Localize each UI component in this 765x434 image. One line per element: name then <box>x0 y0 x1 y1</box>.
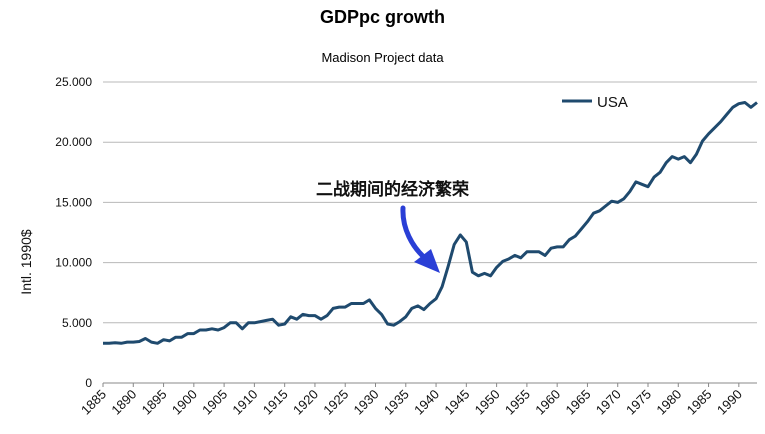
x-tick-label: 1905 <box>199 387 230 418</box>
x-tick-label: 1890 <box>108 387 139 418</box>
gridlines <box>103 81 757 324</box>
legend: USA <box>562 94 628 111</box>
x-tick-label: 1955 <box>502 387 533 418</box>
y-axis-label: Intl. 1990$ <box>18 229 34 295</box>
x-tick-label: 1970 <box>593 387 624 418</box>
annotation-text: 二战期间的经济繁荣 <box>316 179 469 200</box>
legend-label-usa: USA <box>597 94 628 111</box>
annotation-arrowhead <box>414 249 440 273</box>
annotation: 二战期间的经济繁荣 <box>316 179 469 273</box>
x-tick-label: 1975 <box>623 387 654 418</box>
x-tick-label: 1990 <box>714 387 745 418</box>
y-tick-label: 25.000 <box>55 75 92 89</box>
chart-title: GDPpc growth <box>320 7 445 27</box>
x-tick-label: 1900 <box>169 387 200 418</box>
x-tick-label: 1935 <box>381 387 412 418</box>
y-tick-label: 20.000 <box>55 135 92 149</box>
x-tick-label: 1920 <box>290 387 321 418</box>
y-axis-ticks: 0 5.000 10.000 15.000 20.000 25.000 <box>55 75 92 390</box>
series-line-usa <box>103 101 758 345</box>
y-tick-label: 0 <box>85 376 92 390</box>
chart-subtitle: Madison Project data <box>321 50 444 65</box>
x-tick-label: 1950 <box>472 387 503 418</box>
x-tick-label: 1895 <box>139 387 170 418</box>
y-tick-label: 10.000 <box>55 256 92 270</box>
x-axis-ticks: 1885 1890 1895 1900 1905 1910 1915 1920 1925 1930… <box>78 383 745 418</box>
x-tick-label: 1910 <box>229 387 260 418</box>
x-tick-label: 1985 <box>684 387 715 418</box>
annotation-arrow <box>400 205 429 262</box>
x-tick-label: 1915 <box>260 387 291 418</box>
x-tick-label: 1885 <box>78 387 109 418</box>
x-tick-label: 1930 <box>351 387 382 418</box>
x-tick-label: 1980 <box>653 387 684 418</box>
x-tick-label: 1965 <box>563 387 594 418</box>
x-tick-label: 1940 <box>411 387 442 418</box>
x-tick-label: 1945 <box>441 387 472 418</box>
y-tick-label: 5.000 <box>62 316 92 330</box>
x-tick-label: 1960 <box>532 387 563 418</box>
y-tick-label: 15.000 <box>55 195 92 209</box>
x-tick-label: 1925 <box>320 387 351 418</box>
